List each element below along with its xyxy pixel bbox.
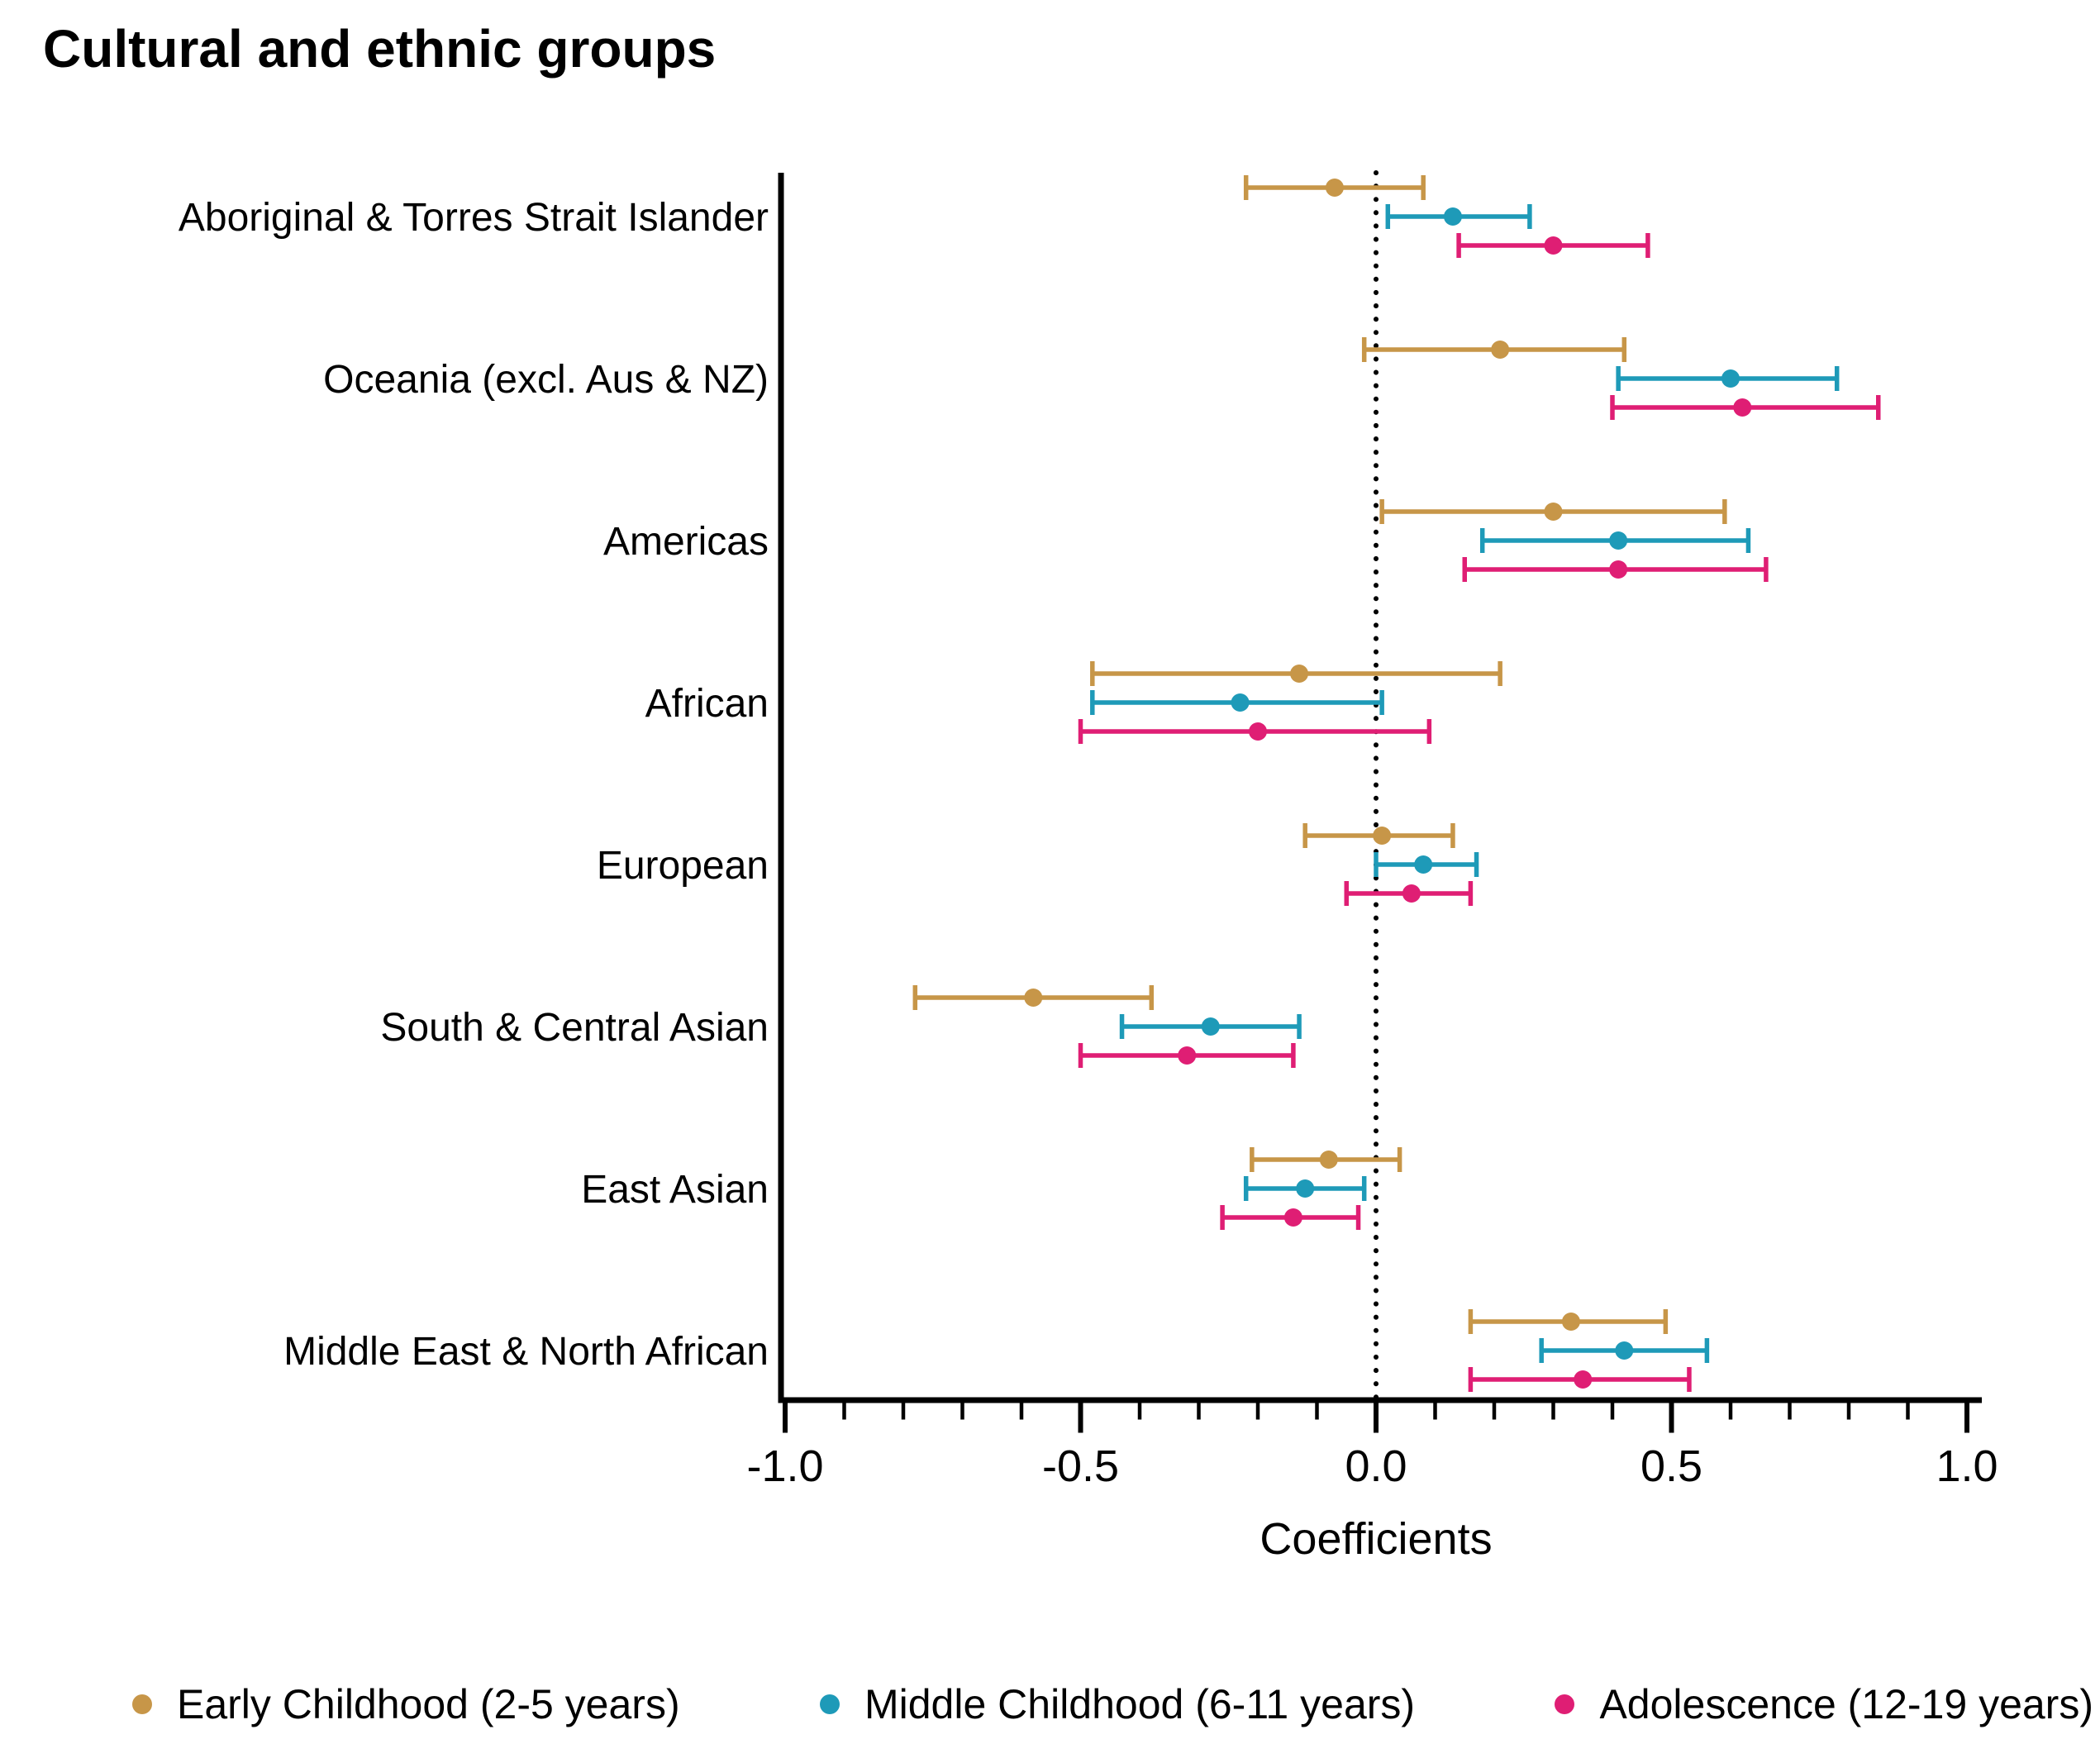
error-bar [1344,881,1474,906]
error-bar [1539,1338,1710,1363]
error-bar [1243,175,1426,200]
error-bar [1090,661,1502,686]
point-estimate [1615,1341,1634,1360]
point-estimate [1178,1046,1197,1065]
x-tick-label: -0.5 [1042,1441,1119,1491]
point-estimate [1733,398,1752,417]
point-estimate [1201,1017,1220,1036]
point-estimate [1290,665,1309,683]
legend: Early Childhood (2-5 years) Middle Childh… [132,1671,2093,1737]
error-bar [1610,395,1881,420]
point-estimate [1024,989,1043,1007]
category-label: European [597,844,769,888]
category-label: East Asian [581,1168,769,1212]
point-estimate [1491,341,1510,359]
point-estimate [1402,884,1421,903]
legend-item-2: Middle Childhood (6-11 years) [819,1680,1416,1728]
x-tick-label: 0.5 [1640,1441,1702,1491]
legend-label: Middle Childhood (6-11 years) [864,1681,1416,1727]
error-bar [1078,1043,1296,1068]
point-estimate [1319,1151,1338,1169]
error-bar [1379,499,1727,524]
legend-label: Early Childhood (2-5 years) [177,1681,680,1727]
category-label: African [645,682,769,726]
error-bar [1468,1367,1692,1392]
point-estimate [1721,369,1740,388]
category-label: Oceania (excl. Aus & NZ) [323,358,769,402]
point-estimate [1574,1370,1593,1389]
point-estimate [1283,1208,1302,1227]
point-estimate [1414,855,1433,874]
point-estimate [1609,560,1628,579]
chart-title: Cultural and ethnic groups [43,19,717,79]
error-bar [1090,690,1384,715]
point-estimate [1249,722,1267,741]
error-bar [1119,1014,1302,1039]
error-bar [1250,1147,1402,1172]
error-bar [1361,337,1627,362]
point-estimate [1544,236,1563,255]
error-bar [1385,204,1532,229]
error-bar [1462,557,1769,582]
legend-item-1: Early Childhood (2-5 years) [132,1680,680,1728]
x-tick-label: -1.0 [746,1441,823,1491]
category-label: South & Central Asian [380,1006,769,1050]
point-estimate [1561,1313,1580,1331]
legend-dot-icon [1555,1694,1575,1714]
error-bar [1243,1176,1367,1201]
x-tick-label: 1.0 [1936,1441,1998,1491]
forest-plot: -1.0 -0.5 0.0 0.5 1.0 Coefficients Aboriginal … [179,170,1998,1564]
error-bar [1374,852,1479,877]
legend-dot-icon [819,1694,840,1714]
point-estimate [1373,827,1392,845]
error-bar [1456,233,1650,258]
point-estimate [1296,1179,1315,1198]
point-estimate [1231,693,1250,712]
error-bar [1468,1309,1669,1334]
error-bar [1302,823,1455,848]
error-bar [912,985,1155,1010]
error-bar [1220,1205,1361,1230]
category-label: Middle East & North African [283,1330,769,1374]
legend-item-3: Adolescence (12-19 years) [1555,1680,2093,1728]
legend-label: Adolescence (12-19 years) [1599,1681,2093,1727]
error-bar [1479,528,1751,553]
error-bar [1616,366,1840,391]
category-label: Aboriginal & Torres Strait Islander [179,196,769,240]
category-label: Americas [603,520,769,564]
point-estimate [1443,207,1462,226]
point-estimate [1609,531,1628,550]
point-estimate [1544,503,1563,521]
x-tick-label: 0.0 [1345,1441,1407,1491]
point-estimate [1325,179,1344,197]
x-axis-title: Coefficients [1260,1514,1492,1564]
legend-dot-icon [132,1694,152,1714]
error-bar [1078,719,1432,744]
